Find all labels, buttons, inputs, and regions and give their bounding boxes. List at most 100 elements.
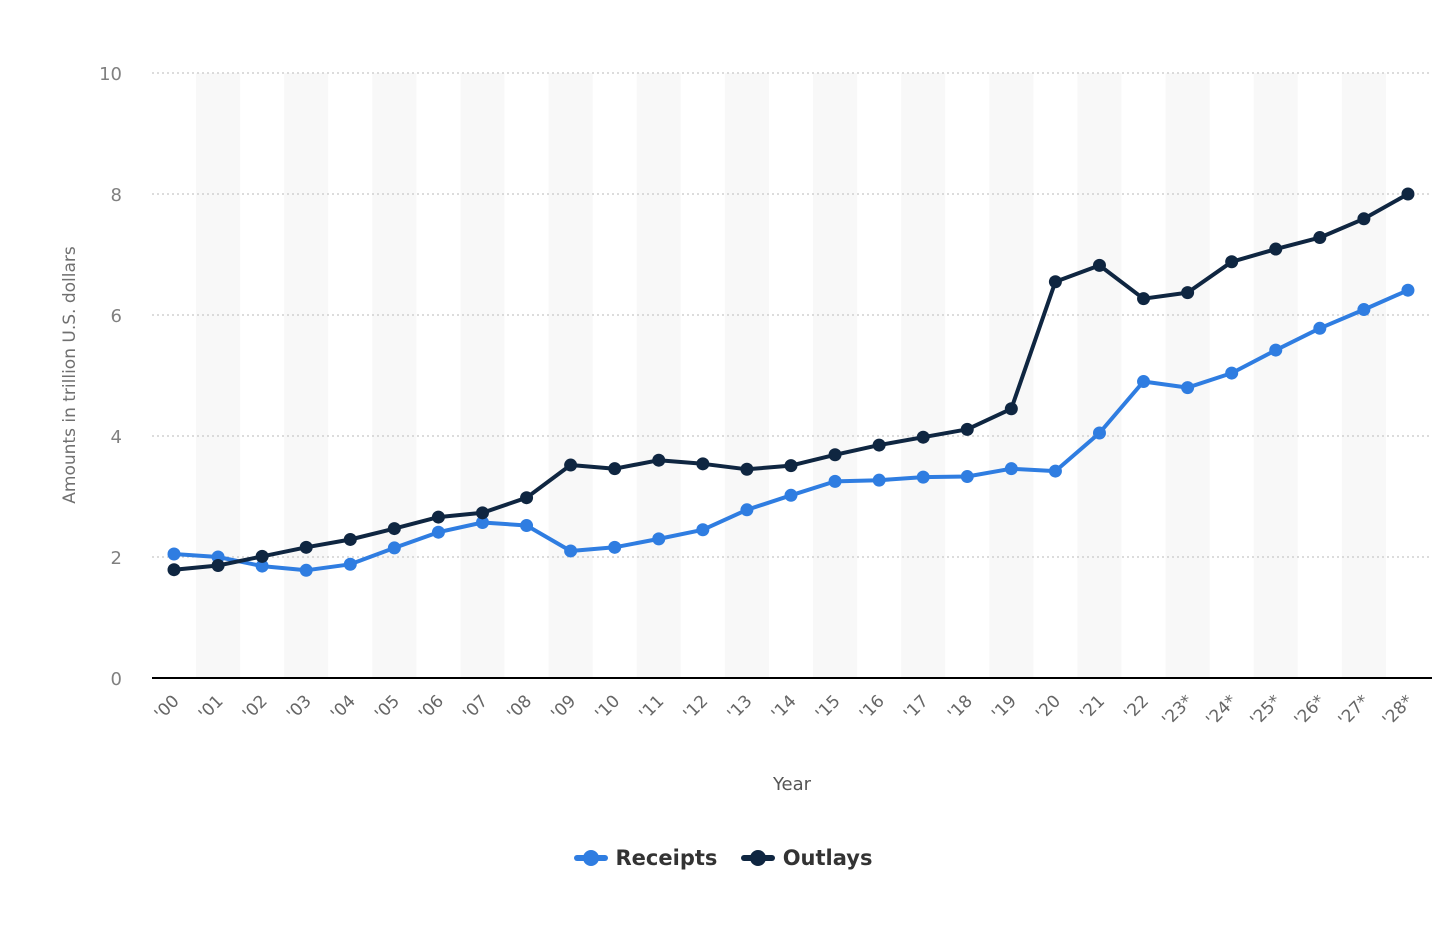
data-point-outlays	[1269, 242, 1283, 256]
data-point-receipts	[1401, 283, 1415, 297]
data-point-outlays	[343, 532, 357, 546]
data-point-receipts	[1181, 381, 1195, 395]
legend-item-outlays[interactable]: Outlays	[740, 846, 873, 870]
legend-label-outlays: Outlays	[782, 846, 873, 870]
series-outlays	[167, 187, 1415, 577]
data-point-receipts	[652, 532, 666, 546]
series-group	[167, 187, 1415, 577]
x-tick-label: '09	[547, 691, 580, 724]
legend-swatch-receipts	[573, 850, 608, 866]
column-band	[548, 73, 593, 678]
column-band	[813, 73, 858, 678]
x-tick-label: '01	[195, 691, 228, 724]
line-chart: 0 2 4 6 8 10 '00 '01 '02 '03 '04 '05 '06 '07 '08 '09 '1…	[60, 64, 1432, 795]
column-band	[636, 73, 681, 678]
x-tick-label: '27*	[1335, 691, 1374, 730]
x-tick-label: '19	[988, 691, 1021, 724]
column-band	[372, 73, 417, 678]
x-tick-label: '07	[459, 691, 492, 724]
data-point-receipts	[916, 470, 930, 484]
y-tick-label: 10	[99, 64, 122, 85]
y-axis-ticks: 0 2 4 6 8 10	[99, 64, 122, 690]
x-tick-label: '17	[900, 691, 933, 724]
column-band	[989, 73, 1034, 678]
data-point-outlays	[652, 453, 666, 467]
data-point-receipts	[167, 547, 181, 561]
data-point-receipts	[475, 516, 489, 530]
data-point-receipts	[1004, 462, 1018, 476]
data-point-outlays	[784, 459, 798, 473]
column-band	[460, 73, 505, 678]
data-point-receipts	[1313, 321, 1327, 335]
column-band	[1253, 73, 1298, 678]
data-point-receipts	[255, 559, 269, 573]
column-band	[901, 73, 946, 678]
legend-item-receipts[interactable]: Receipts	[573, 846, 717, 870]
data-point-outlays	[740, 462, 754, 476]
x-tick-label: '28*	[1379, 691, 1418, 730]
data-point-outlays	[211, 558, 225, 572]
data-point-outlays	[1092, 258, 1106, 272]
x-tick-label: '05	[371, 691, 404, 724]
y-tick-label: 6	[111, 306, 122, 327]
x-tick-label: '11	[636, 691, 669, 724]
column-band	[1077, 73, 1122, 678]
y-tick-label: 2	[111, 548, 122, 569]
data-point-receipts	[299, 563, 313, 577]
y-tick-label: 0	[111, 669, 122, 690]
column-band	[724, 73, 769, 678]
data-point-outlays	[1401, 187, 1415, 201]
x-axis-ticks: '00 '01 '02 '03 '04 '05 '06 '07 '08 '09 '10 '11 '12 '…	[151, 691, 1418, 730]
data-point-receipts	[1092, 426, 1106, 440]
legend-swatch-outlays	[740, 850, 775, 866]
column-band	[284, 73, 329, 678]
data-point-outlays	[564, 458, 578, 472]
x-tick-label: '21	[1076, 691, 1109, 724]
data-point-receipts	[1357, 303, 1371, 317]
data-point-receipts	[828, 474, 842, 488]
column-band	[196, 73, 241, 678]
data-point-outlays	[431, 510, 445, 524]
data-point-receipts	[740, 503, 754, 517]
data-point-receipts	[960, 470, 974, 484]
x-tick-label: '12	[680, 691, 713, 724]
x-tick-label: '02	[239, 691, 272, 724]
x-tick-label: '15	[812, 691, 845, 724]
series-line-receipts	[172, 288, 1410, 573]
data-point-outlays	[475, 506, 489, 520]
data-point-outlays	[1137, 292, 1151, 306]
x-tick-label: '23*	[1158, 691, 1197, 730]
x-tick-label: '14	[768, 691, 801, 724]
data-point-receipts	[784, 488, 798, 502]
data-point-receipts	[872, 473, 886, 487]
data-point-outlays	[1357, 212, 1371, 226]
data-point-outlays	[916, 430, 930, 444]
x-tick-label: '24*	[1202, 691, 1241, 730]
data-point-outlays	[520, 491, 534, 505]
data-point-receipts	[1137, 375, 1151, 389]
data-point-receipts	[520, 519, 534, 533]
x-tick-label: '06	[415, 691, 448, 724]
data-point-receipts	[387, 541, 401, 555]
data-point-receipts	[696, 523, 710, 537]
data-point-outlays	[1313, 231, 1327, 245]
x-tick-label: '03	[283, 691, 316, 724]
data-point-outlays	[299, 540, 313, 554]
series-receipts	[167, 283, 1415, 577]
data-point-outlays	[696, 457, 710, 471]
data-point-outlays	[1181, 286, 1195, 300]
x-tick-label: '00	[151, 691, 184, 724]
data-point-receipts	[1269, 343, 1283, 357]
data-point-outlays	[255, 549, 269, 563]
x-tick-label: '16	[856, 691, 889, 724]
x-tick-label: '04	[327, 691, 360, 724]
x-tick-label: '08	[503, 691, 536, 724]
data-point-outlays	[387, 522, 401, 536]
x-tick-label: '18	[944, 691, 977, 724]
data-point-outlays	[1004, 402, 1018, 416]
data-point-receipts	[343, 557, 357, 571]
x-tick-label: '22	[1120, 691, 1153, 724]
x-tick-label: '26*	[1291, 691, 1330, 730]
data-point-outlays	[1225, 255, 1239, 269]
x-axis-label: Year	[772, 774, 812, 795]
